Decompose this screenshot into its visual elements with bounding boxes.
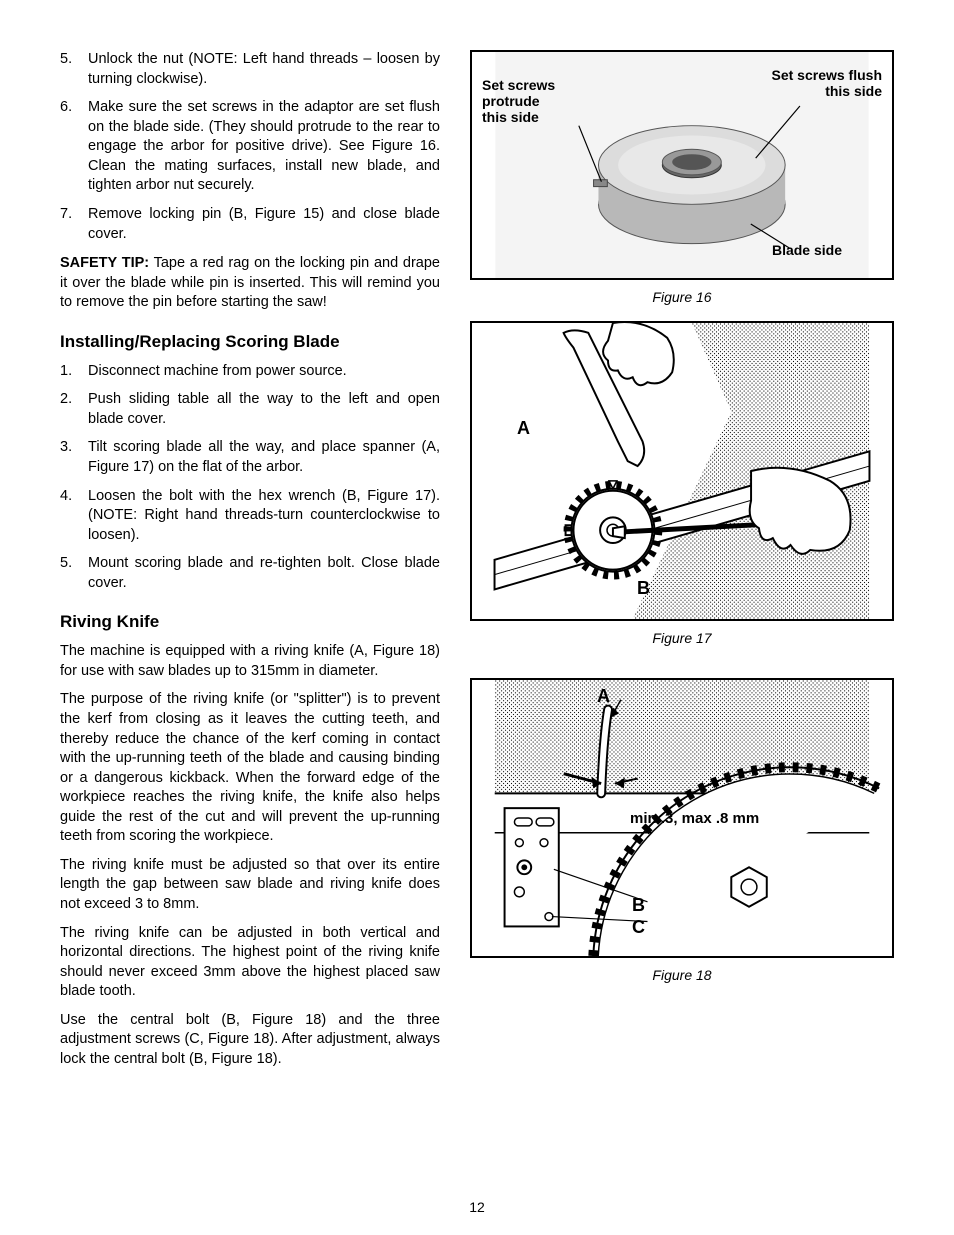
item-number: 1. [60,362,88,382]
label-b: B [637,578,650,599]
item-text: Mount scoring blade and re-tighten bolt.… [88,554,440,593]
figure17-caption: Figure 17 [470,630,894,646]
item-number: 5. [60,50,88,89]
item-number: 3. [60,438,88,477]
item-text: Loosen the bolt with the hex wrench (B, … [88,487,440,546]
paragraph: The riving knife must be adjusted so tha… [60,856,440,915]
list-item: 4.Loosen the bolt with the hex wrench (B… [60,487,440,546]
item-text: Make sure the set screws in the adaptor … [88,98,440,196]
safety-tip: SAFETY TIP: Tape a red rag on the lockin… [60,254,440,313]
list-item: 6.Make sure the set screws in the adapto… [60,98,440,196]
item-text: Unlock the nut (NOTE: Left hand threads … [88,50,440,89]
section-heading-scoring: Installing/Replacing Scoring Blade [60,331,440,354]
figure-17: A B [470,321,894,621]
callout-blade: Blade side [772,242,842,258]
list-item: 2.Push sliding table all the way to the … [60,390,440,429]
item-text: Disconnect machine from power source. [88,362,440,382]
item-text: Remove locking pin (B, Figure 15) and cl… [88,205,440,244]
item-text: Tilt scoring blade all the way, and plac… [88,438,440,477]
list-item: 5.Mount scoring blade and re-tighten bol… [60,554,440,593]
figure-18: A B C min .3, max .8 mm [470,678,894,958]
label-b: B [632,895,645,916]
figure-16: Set screwsprotrudethis side Set screws f… [470,50,894,280]
list-item: 5.Unlock the nut (NOTE: Left hand thread… [60,50,440,89]
list-item: 7.Remove locking pin (B, Figure 15) and … [60,205,440,244]
label-a: A [597,686,610,707]
item-number: 7. [60,205,88,244]
paragraph: Use the central bolt (B, Figure 18) and … [60,1011,440,1070]
figure18-caption: Figure 18 [470,967,894,983]
figure17-svg [472,323,892,619]
instruction-list-b: 1.Disconnect machine from power source. … [60,362,440,594]
item-number: 5. [60,554,88,593]
item-text: Push sliding table all the way to the le… [88,390,440,429]
page-number: 12 [0,1199,954,1215]
figure16-caption: Figure 16 [470,289,894,305]
left-column: 5.Unlock the nut (NOTE: Left hand thread… [60,50,440,1079]
list-item: 3.Tilt scoring blade all the way, and pl… [60,438,440,477]
dim-text: min .3, max .8 mm [630,810,759,827]
instruction-list-a: 5.Unlock the nut (NOTE: Left hand thread… [60,50,440,244]
item-number: 4. [60,487,88,546]
section-heading-riving: Riving Knife [60,611,440,634]
list-item: 1.Disconnect machine from power source. [60,362,440,382]
paragraph: The machine is equipped with a riving kn… [60,642,440,681]
label-a: A [517,418,530,439]
callout-right: Set screws flushthis side [772,67,883,99]
safety-label: SAFETY TIP: [60,255,149,271]
right-column: Set screwsprotrudethis side Set screws f… [470,50,894,1079]
paragraph: The purpose of the riving knife (or "spl… [60,690,440,847]
callout-left: Set screwsprotrudethis side [482,77,555,125]
item-number: 2. [60,390,88,429]
item-number: 6. [60,98,88,196]
label-c: C [632,917,645,938]
paragraph: The riving knife can be adjusted in both… [60,924,440,1002]
